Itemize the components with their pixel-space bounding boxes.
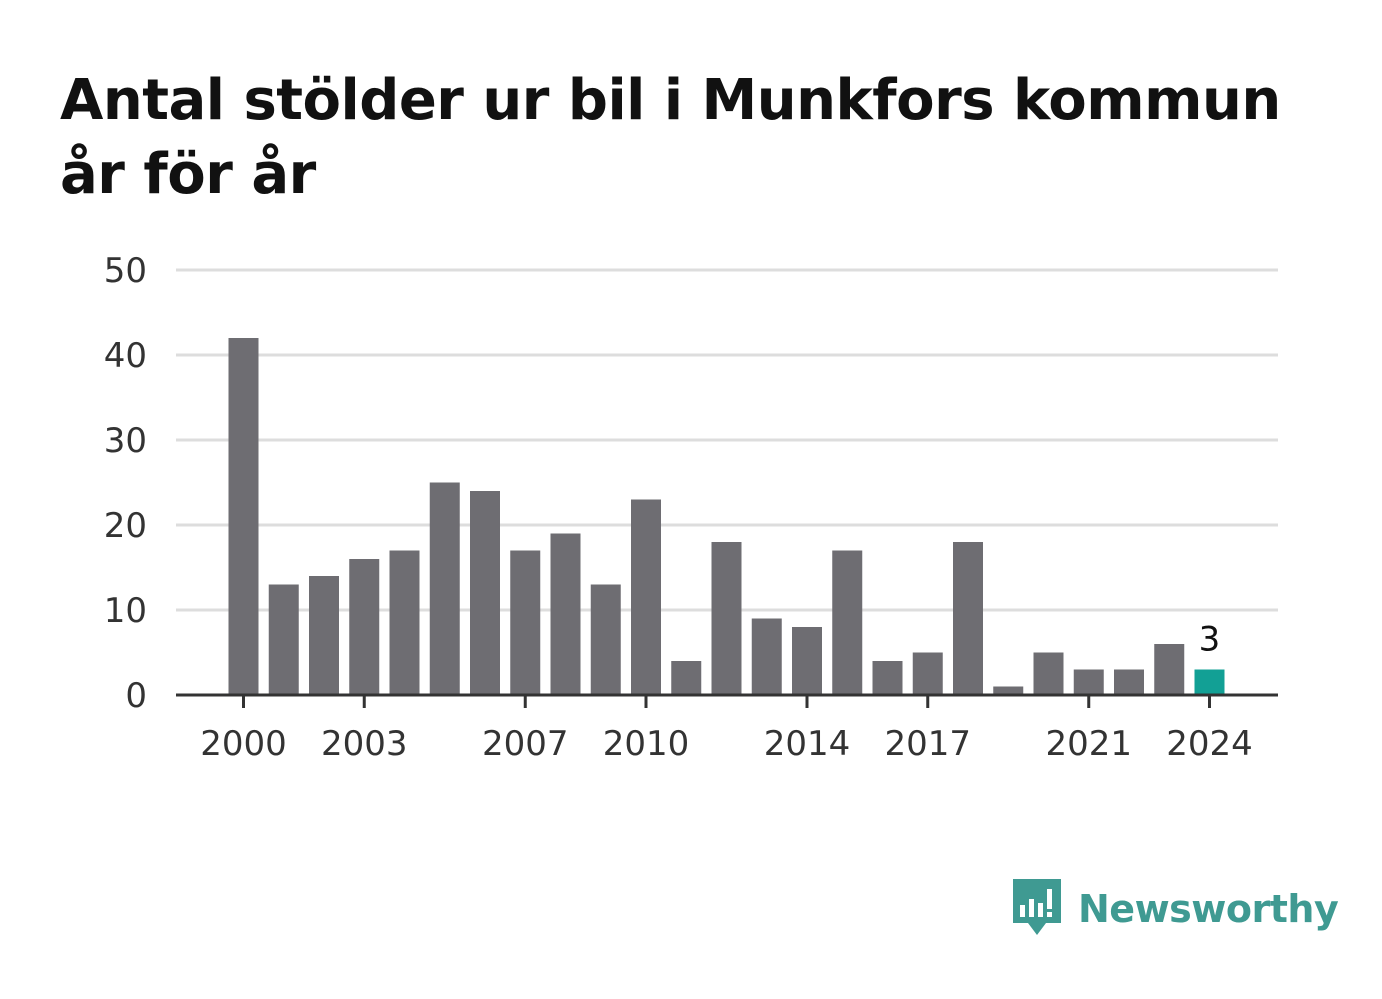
bar [470,491,500,695]
bars [228,338,1225,695]
bar [309,576,339,695]
x-tick-label: 2010 [603,724,690,764]
data-label: 3 [1199,620,1221,660]
x-tick-label: 2021 [1045,724,1132,764]
y-tick-label: 20 [104,506,147,546]
bar [590,584,621,695]
bar [550,533,581,695]
brand-logo: Newsworthy [1010,876,1339,942]
newsworthy-logo-icon [1013,879,1061,935]
x-tick-label: 2017 [884,724,971,764]
bar [953,542,983,695]
bar [993,686,1024,695]
y-tick-label: 10 [104,591,147,631]
y-tick-label: 40 [104,336,147,376]
bar [792,627,822,695]
bar [872,661,903,695]
axes [176,693,1278,708]
bar [1154,644,1185,695]
bar [671,661,702,695]
bar [912,652,943,695]
bar [510,550,541,695]
bar [349,559,380,695]
y-tick-label: 30 [104,421,147,461]
brand-name: Newsworthy [1078,887,1339,931]
bar [268,584,299,695]
x-tick-label: 2003 [321,724,408,764]
x-tick-label: 2000 [200,724,287,764]
y-tick-label: 0 [125,676,147,716]
bar [389,550,420,695]
chart-title: Antal stölder ur bil i Munkfors kommun å… [60,68,1281,207]
bar [832,550,863,695]
bar [1033,652,1064,695]
labels: 0 10 20 30 40 50 3 2000 2003 2007 2010 2014 2017 2021… [104,251,1253,764]
bar [1073,669,1104,695]
bar [228,338,259,695]
x-tick-label: 2007 [482,724,569,764]
y-tick-label: 50 [104,251,147,291]
bar-highlight [1194,669,1225,695]
bar [711,542,742,695]
bar [429,482,460,695]
bar [751,618,782,695]
bar [631,499,661,695]
bar [1114,669,1144,695]
x-tick-label: 2014 [764,724,851,764]
x-tick-label: 2024 [1166,724,1253,764]
